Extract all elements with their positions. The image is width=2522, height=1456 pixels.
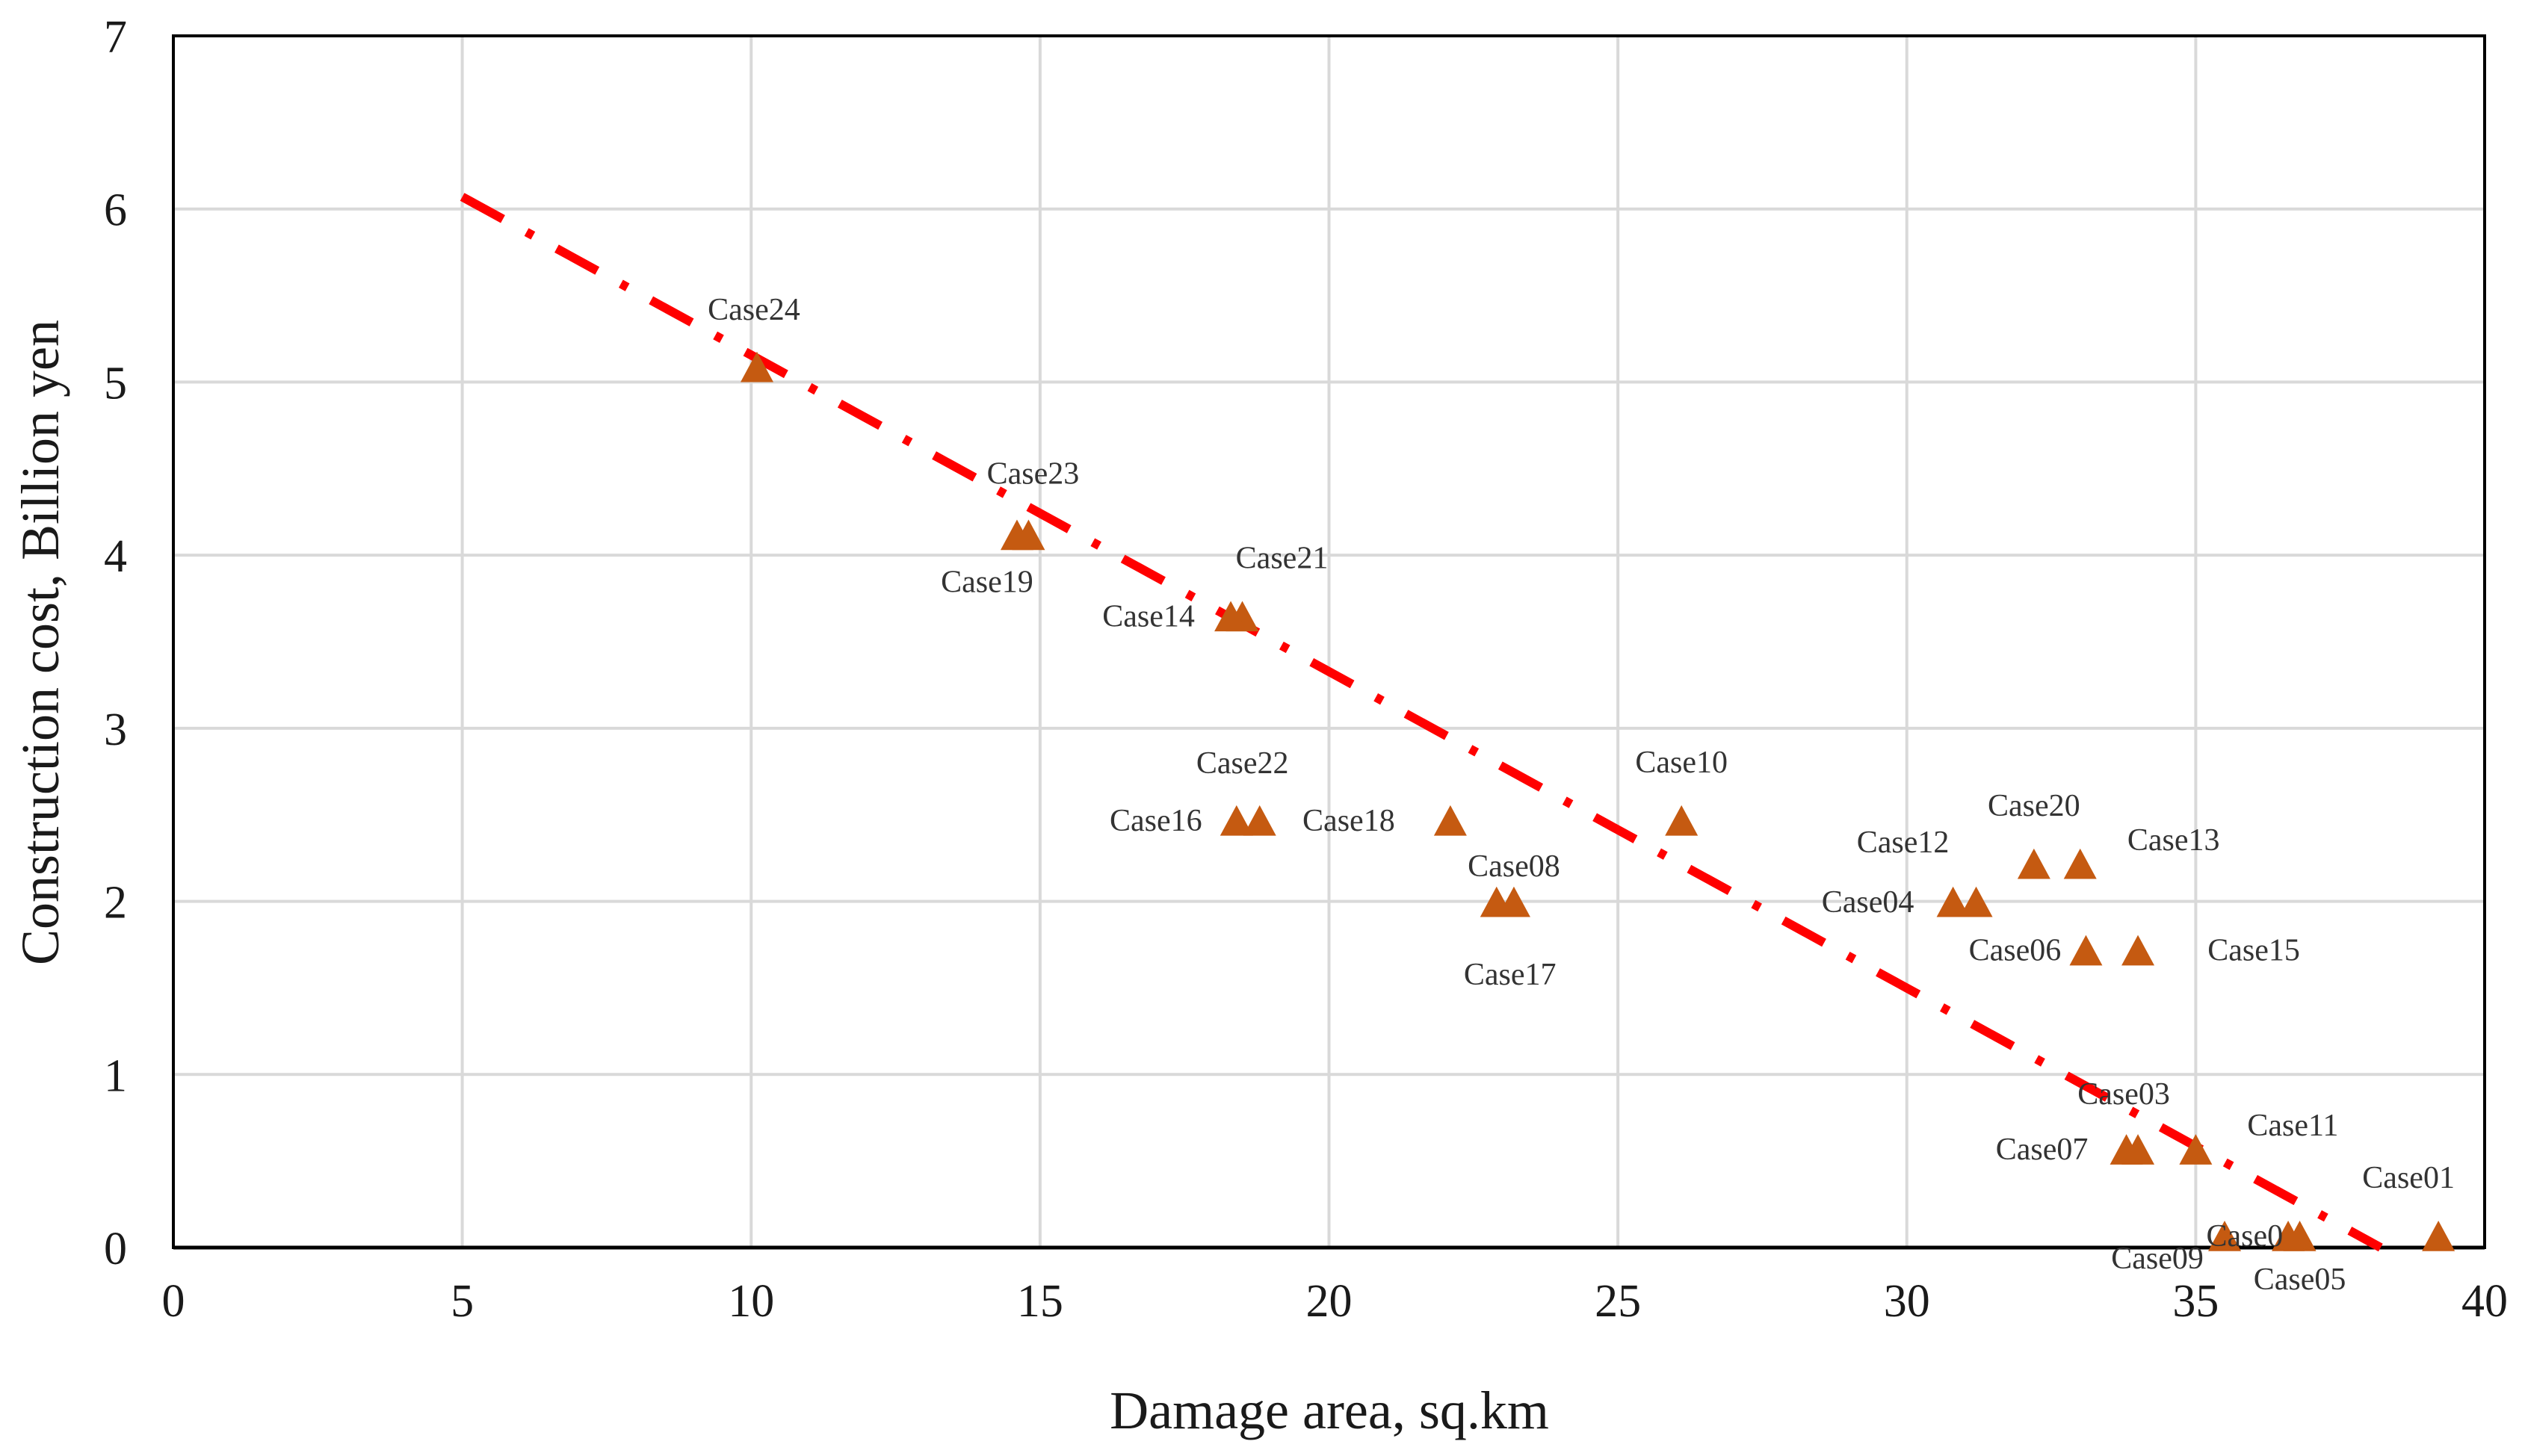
marker-case01	[2422, 1221, 2455, 1251]
marker-case18	[1433, 805, 1467, 836]
label-case15: Case15	[2207, 934, 2300, 968]
x-tick-label: 35	[2172, 1276, 2219, 1327]
marker-case20	[2017, 848, 2050, 879]
point-labels: Case24 Case23 Case19 Case21 Case14 Case22 Case…	[708, 293, 2455, 1297]
label-case08: Case08	[1468, 849, 1560, 884]
data-points	[740, 351, 2455, 1251]
marker-case13	[2063, 848, 2097, 879]
marker-case07	[2110, 1134, 2143, 1165]
label-case06: Case06	[1969, 934, 2062, 968]
y-tick-label: 0	[104, 1224, 127, 1274]
marker-case09	[2208, 1221, 2242, 1251]
label-case23: Case23	[987, 457, 1080, 492]
marker-case02	[2272, 1221, 2305, 1251]
label-case05: Case05	[2254, 1263, 2346, 1297]
marker-case12	[1959, 886, 1993, 917]
x-tick-label: 10	[728, 1276, 774, 1327]
label-case11: Case11	[2247, 1109, 2338, 1143]
label-case19: Case19	[941, 566, 1033, 600]
trendline-group	[460, 193, 2383, 1252]
marker-case15	[2121, 935, 2155, 966]
axes	[172, 34, 2486, 1250]
label-case17: Case17	[1464, 958, 1557, 992]
y-axis-title: Construction cost, Billion yen	[10, 320, 70, 965]
trendline	[460, 193, 2383, 1252]
label-case13: Case13	[2127, 823, 2220, 858]
label-case04: Case04	[1822, 885, 1914, 920]
marker-case11	[2179, 1134, 2213, 1165]
y-tick-label: 2	[104, 878, 127, 929]
label-case20: Case20	[1988, 789, 2080, 823]
x-tick-label: 25	[1595, 1276, 1641, 1327]
label-case10: Case10	[1635, 746, 1728, 780]
marker-case19	[1000, 519, 1033, 551]
marker-case24	[740, 351, 773, 382]
marker-case10	[1665, 805, 1699, 836]
label-case21: Case21	[1236, 541, 1329, 575]
x-tick-label: 5	[451, 1276, 474, 1327]
label-case03: Case03	[2077, 1077, 2170, 1112]
y-tick-label: 7	[104, 12, 127, 63]
label-case16: Case16	[1110, 804, 1202, 838]
marker-case22	[1243, 805, 1276, 836]
label-case18: Case18	[1302, 804, 1395, 838]
label-case12: Case12	[1857, 825, 1950, 860]
marker-case17	[1480, 886, 1513, 917]
tick-labels: 0 5 10 15 20 25 30 35 40 0 1 2 3 4 5 6 7	[104, 12, 2508, 1327]
x-tick-label: 15	[1017, 1276, 1063, 1327]
y-tick-label: 3	[104, 704, 127, 755]
label-case14: Case14	[1102, 599, 1195, 633]
marker-case14	[1214, 601, 1248, 632]
label-case09: Case09	[2111, 1242, 2204, 1276]
x-tick-label: 30	[1884, 1276, 1930, 1327]
label-case24: Case24	[708, 293, 800, 327]
label-case22: Case22	[1196, 746, 1289, 781]
x-tick-label: 40	[2461, 1276, 2508, 1327]
x-tick-label: 0	[162, 1276, 185, 1327]
y-tick-label: 4	[104, 531, 127, 582]
label-case02: Case0	[2206, 1219, 2283, 1254]
y-tick-label: 1	[104, 1050, 127, 1101]
label-case01: Case01	[2362, 1161, 2455, 1195]
marker-case16	[1220, 805, 1253, 836]
marker-case04	[1936, 886, 1970, 917]
y-tick-label: 5	[104, 358, 127, 409]
x-axis-title: Damage area, sq.km	[1110, 1381, 1549, 1440]
marker-case06	[2069, 935, 2103, 966]
label-case07: Case07	[1996, 1133, 2089, 1167]
y-tick-label: 6	[104, 185, 127, 236]
x-tick-label: 20	[1306, 1276, 1353, 1327]
